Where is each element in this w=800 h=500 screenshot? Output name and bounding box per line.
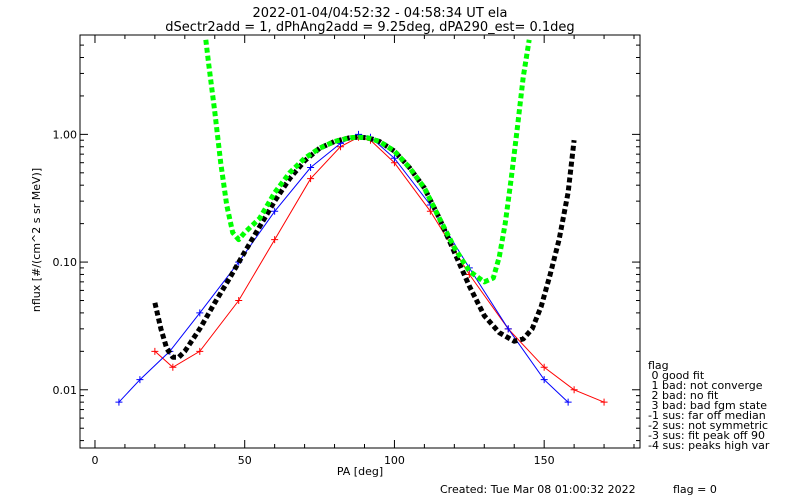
- series-0-point-4: [271, 236, 279, 244]
- plot-frame: [79, 34, 641, 449]
- series-0-point-14: [570, 386, 578, 394]
- series-2-fit-curve: [152, 134, 577, 360]
- series-0-point-13: [540, 363, 548, 371]
- x-tick-label: 0: [91, 454, 98, 467]
- series-0-point-15: [600, 398, 608, 406]
- series-1-point-5: [271, 207, 279, 215]
- legend-entry: 2 bad: no fit: [648, 389, 719, 402]
- series-0-point-10: [426, 207, 434, 215]
- chart-title-line-2: dSectr2add = 1, dPhAng2add = 9.25deg, dP…: [165, 20, 574, 35]
- plot-clipped-group: [115, 39, 608, 406]
- series-1-point-10: [390, 154, 398, 162]
- x-tick-label: 50: [238, 454, 252, 467]
- y-tick-label: 0.01: [53, 384, 78, 397]
- series-3-fit-curve: [203, 39, 532, 285]
- series-0-point-3: [235, 297, 243, 305]
- series-1-point-13: [504, 325, 512, 333]
- legend-entry: 3 bad: bad fgm state: [648, 399, 767, 412]
- series-0-point-5: [307, 175, 315, 183]
- series-1-point-1: [136, 376, 144, 384]
- series-1-line: [118, 133, 569, 403]
- series-0-point-2: [196, 347, 204, 355]
- series-0-point-1: [169, 363, 177, 371]
- x-tick-label: 150: [534, 454, 555, 467]
- x-axis-label: PA [deg]: [337, 465, 383, 478]
- legend-entry: -3 sus: fit peak off 90: [648, 429, 765, 442]
- y-tick-label: 1.00: [53, 128, 78, 141]
- y-tick-label: 0.10: [53, 256, 78, 269]
- series-1-point-15: [564, 398, 572, 406]
- y-axis-label: nflux [#/(cm^2 s sr MeV)]: [30, 168, 43, 312]
- series-1-point-0: [115, 398, 123, 406]
- legend-entry: flag: [648, 359, 669, 372]
- plot-axes: 0 50 100 150 0.01 0.10 1.00: [53, 34, 641, 467]
- chart-title-line-1: 2022-01-04/04:52:32 - 04:58:34 UT ela: [253, 6, 508, 21]
- legend-entry: 1 bad: not converge: [648, 379, 763, 392]
- created-timestamp: Created: Tue Mar 08 01:00:32 2022: [440, 483, 636, 496]
- legend-entry: -1 sus: far off median: [648, 409, 766, 422]
- plot-data-layer: [115, 39, 608, 406]
- legend-entry: -2 sus: not symmetric: [648, 419, 768, 432]
- series-0-point-0: [151, 347, 159, 355]
- flag-legend: flag 0 good fit 1 bad: not converge 2 ba…: [648, 359, 770, 452]
- flag-value: flag = 0: [673, 483, 717, 496]
- x-tick-label: 100: [384, 454, 405, 467]
- series-1-point-6: [307, 164, 315, 172]
- series-1-point-14: [540, 376, 548, 384]
- series-1-point-3: [196, 309, 204, 317]
- legend-entry: -4 sus: peaks high var: [648, 439, 770, 452]
- legend-entry: 0 good fit: [648, 369, 705, 382]
